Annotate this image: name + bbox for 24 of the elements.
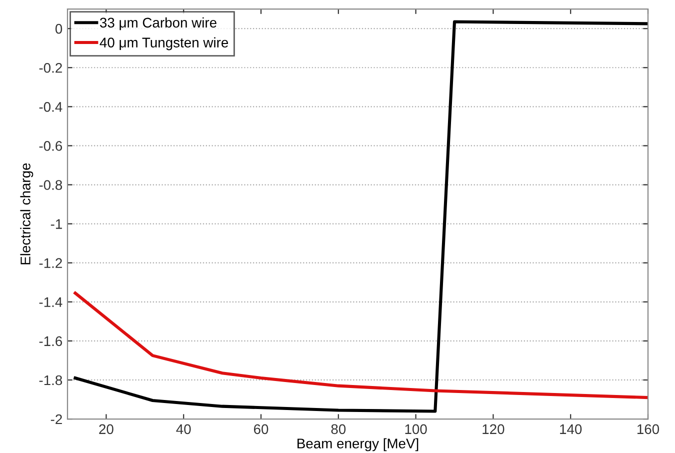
y-tick-label: -2	[50, 414, 62, 424]
legend-label: 33 μm Carbon wire	[100, 17, 216, 30]
legend-label: 40 μm Tungsten wire	[100, 37, 228, 50]
x-tick-label: 40	[176, 424, 191, 434]
x-tick-label: 100	[405, 424, 427, 434]
x-tick-label: 140	[560, 424, 582, 434]
x-tick-label: 120	[482, 424, 504, 434]
y-tick-label: -0.2	[39, 62, 62, 73]
y-tick-label: -1.2	[39, 258, 62, 268]
y-tick-label: -0.4	[39, 102, 62, 112]
y-tick-label: -1	[50, 219, 62, 229]
y-tick-label: -1.4	[39, 297, 62, 307]
x-tick-label: 20	[99, 424, 114, 434]
y-tick-label: -0.8	[39, 180, 62, 190]
x-tick-label: 60	[254, 424, 268, 434]
x-axis-title: Beam energy [MeV]	[298, 438, 418, 452]
x-tick-label: 160	[637, 424, 660, 434]
x-tick-label: 80	[331, 424, 346, 434]
y-tick-label: 0	[55, 24, 62, 34]
y-axis-title: Electrical charge	[20, 163, 34, 264]
y-tick-label: -0.6	[39, 141, 62, 151]
y-tick-label: -1.8	[39, 375, 62, 386]
y-tick-label: -1.6	[39, 336, 62, 346]
line-series	[74, 292, 648, 400]
